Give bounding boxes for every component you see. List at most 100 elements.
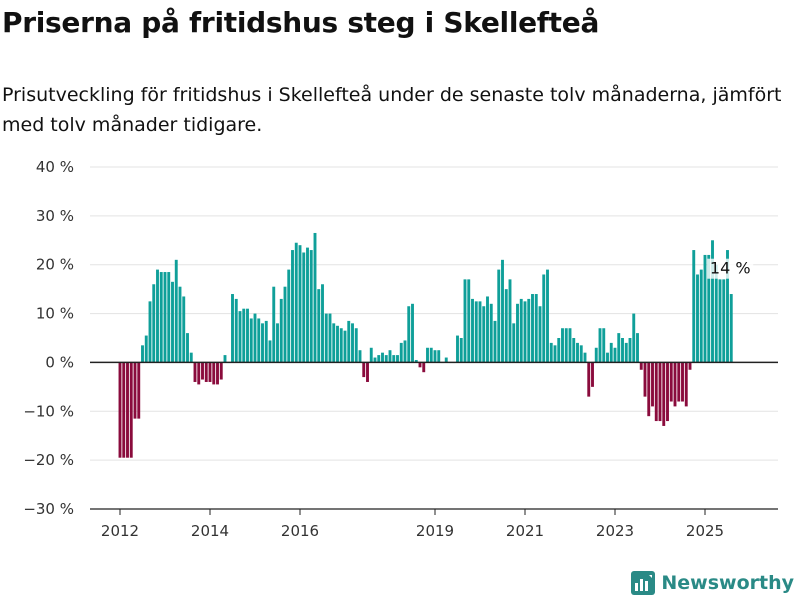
bar (696, 274, 699, 363)
bar (669, 362, 673, 402)
bar (156, 269, 159, 363)
bar (411, 303, 414, 363)
bar (238, 311, 242, 363)
bar (298, 245, 302, 363)
bar (677, 362, 681, 402)
bar (654, 362, 658, 422)
bar (309, 250, 313, 363)
bar (189, 352, 193, 363)
bar (384, 355, 388, 363)
bar (287, 269, 291, 363)
bar (422, 362, 426, 373)
bar (249, 318, 253, 363)
chart-logo-icon (631, 571, 656, 595)
newsworthy-logo: Newsworthy (631, 570, 794, 596)
bar (497, 269, 501, 363)
bar (444, 357, 448, 363)
x-tick-label: 2021 (506, 522, 544, 540)
bar (662, 362, 666, 426)
bar (197, 362, 201, 385)
bar (396, 355, 399, 363)
bar (534, 294, 538, 363)
bar (493, 320, 497, 363)
bar (549, 342, 553, 363)
bar (204, 362, 208, 382)
bar (373, 357, 377, 363)
bar (159, 272, 163, 363)
x-tick-label: 2016 (281, 522, 319, 540)
bar (171, 281, 174, 363)
bar (564, 328, 568, 363)
bar (137, 362, 141, 419)
bar (366, 362, 369, 382)
bar (591, 362, 594, 387)
bar (673, 362, 677, 407)
bar (279, 298, 283, 363)
bar (621, 338, 624, 363)
x-axis-ticks: 2012 2014 2016 2019 2021 2023 2025 (101, 509, 724, 540)
bar (163, 272, 167, 363)
bar (381, 352, 384, 363)
bar (182, 296, 186, 363)
bar (313, 232, 317, 363)
x-tick-label: 2023 (596, 522, 634, 540)
y-tick-label: 40 % (36, 158, 74, 176)
bar (178, 286, 182, 363)
bar (306, 247, 309, 363)
bar (516, 303, 519, 363)
bar (407, 306, 411, 363)
bar (688, 362, 692, 370)
bar (219, 362, 223, 380)
bar (321, 284, 324, 363)
bar (711, 240, 714, 363)
bar (261, 323, 264, 363)
y-tick-label: 30 % (36, 207, 74, 225)
bar (456, 335, 459, 363)
bar (512, 323, 516, 363)
bar (433, 350, 437, 363)
bar (699, 269, 703, 363)
bar (294, 242, 298, 363)
x-tick-label: 2014 (191, 522, 229, 540)
chart-title: Priserna på fritidshus steg i Skellefteå (2, 6, 600, 39)
bar (504, 289, 508, 363)
x-tick-label: 2012 (101, 522, 139, 540)
bar (561, 328, 564, 363)
bar (354, 328, 358, 363)
bar (478, 301, 482, 363)
bar (418, 362, 422, 368)
bar (651, 362, 654, 407)
bar (403, 340, 407, 363)
bar (291, 250, 294, 363)
bar (617, 333, 621, 363)
bar (144, 335, 148, 363)
bar (666, 362, 669, 422)
bar (141, 345, 144, 363)
bar (231, 294, 234, 363)
y-tick-label: 0 % (45, 353, 74, 371)
bar (583, 352, 587, 363)
bar (707, 254, 711, 363)
bar (542, 274, 546, 363)
bar (643, 362, 647, 397)
annotation-bg (707, 258, 754, 279)
bar (208, 362, 212, 382)
bar (572, 338, 576, 363)
x-tick-label: 2019 (416, 522, 454, 540)
bar (369, 347, 373, 363)
y-tick-label: 10 % (36, 305, 74, 323)
bar (531, 294, 534, 363)
bar (399, 342, 403, 363)
bar (186, 333, 189, 363)
bar (212, 362, 216, 385)
bar (429, 347, 433, 363)
bar (501, 259, 504, 363)
gridlines (90, 166, 778, 461)
y-tick-label: 20 % (36, 256, 74, 274)
bar (193, 362, 197, 382)
bar (426, 347, 429, 363)
bar (519, 298, 523, 363)
y-tick-label: −20 % (23, 451, 74, 469)
bar (647, 362, 651, 417)
bar (129, 362, 133, 458)
